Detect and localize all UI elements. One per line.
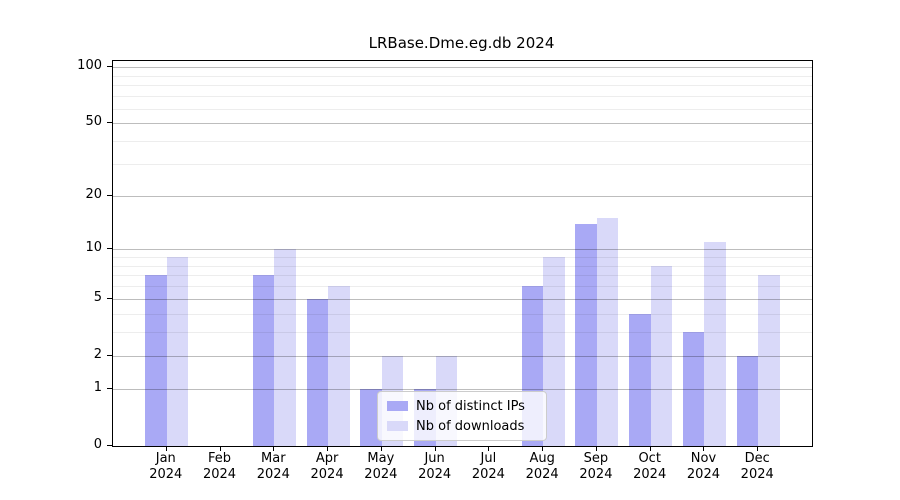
y-tick-mark [107, 297, 112, 299]
bar-jan-ips [145, 275, 167, 446]
x-tick-year: 2024 [471, 467, 505, 482]
y-tick-mark [107, 354, 112, 356]
y-tick-mark [107, 195, 112, 197]
x-tick-year: 2024 [525, 467, 559, 482]
plot-area [112, 60, 813, 447]
y-tick-mark [107, 122, 112, 124]
x-tick-label: Apr 2024 [295, 451, 359, 483]
x-tick-mark [703, 446, 705, 451]
bar-oct-ips [629, 313, 651, 446]
legend-entry: Nb of downloads [387, 418, 537, 434]
x-tick-month: Jun [424, 451, 445, 466]
bar-apr-downloads [328, 286, 350, 446]
bar-sep-downloads [596, 218, 619, 446]
legend-swatch [387, 421, 408, 431]
x-tick-label: May 2024 [349, 451, 413, 483]
x-tick-mark [649, 446, 651, 451]
x-tick-mark [757, 446, 759, 451]
bar-aug-downloads [543, 257, 565, 446]
x-tick-year: 2024 [579, 467, 613, 482]
x-tick-month: Sep [583, 451, 609, 466]
y-tick-label: 10 [85, 240, 102, 256]
x-tick-month: Apr [315, 451, 339, 466]
bar-sep-ips [575, 223, 597, 446]
x-tick-label: Aug 2024 [510, 451, 574, 483]
x-tick-label: Feb 2024 [188, 451, 252, 483]
x-tick-year: 2024 [310, 467, 344, 482]
bar-jan-downloads [166, 257, 189, 446]
x-tick-mark [273, 446, 275, 451]
x-tick-mark [219, 446, 221, 451]
y-tick-mark [107, 445, 112, 446]
y-tick-label: 1 [93, 380, 102, 396]
bar-mar-ips [252, 275, 275, 446]
bar-nov-downloads [704, 242, 726, 446]
chart-title: LRBase.Dme.eg.db 2024 [368, 34, 555, 52]
bar-mar-downloads [274, 249, 296, 446]
legend-label: Nb of downloads [416, 418, 525, 434]
x-tick-month: Aug [529, 451, 555, 466]
x-tick-label: Sep 2024 [564, 451, 628, 483]
x-tick-year: 2024 [418, 467, 452, 482]
x-tick-year: 2024 [686, 467, 720, 482]
y-tick-label: 100 [77, 58, 102, 74]
x-tick-year: 2024 [149, 467, 183, 482]
x-tick-label: Jul 2024 [456, 451, 520, 483]
bar-apr-ips [306, 298, 329, 446]
y-tick-mark [107, 66, 112, 68]
x-tick-label: Mar 2024 [241, 451, 305, 483]
legend-entry: Nb of distinct IPs [387, 398, 537, 414]
bar-nov-ips [682, 332, 705, 446]
x-tick-label: Jun 2024 [403, 451, 467, 483]
x-tick-year: 2024 [740, 467, 774, 482]
legend: Nb of distinct IPs Nb of downloads [377, 391, 547, 441]
y-tick-label: 50 [85, 114, 102, 130]
x-tick-year: 2024 [202, 467, 237, 482]
x-tick-month: Jul [480, 451, 497, 466]
bar-dec-downloads [758, 275, 780, 446]
x-tick-month: May [367, 451, 395, 466]
x-tick-mark [380, 446, 382, 451]
x-tick-mark [434, 446, 436, 451]
x-tick-month: Nov [690, 451, 717, 466]
x-tick-month: Mar [261, 451, 286, 466]
bar-dec-ips [736, 355, 759, 446]
x-tick-mark [165, 446, 167, 451]
x-tick-label: Oct 2024 [618, 451, 682, 483]
x-tick-year: 2024 [256, 467, 290, 482]
x-tick-mark [595, 446, 597, 451]
bar-may-ips [360, 389, 382, 446]
y-tick-label: 0 [93, 437, 102, 452]
x-tick-year: 2024 [633, 467, 667, 482]
y-tick-label: 2 [93, 346, 102, 362]
x-tick-month: Dec [744, 451, 770, 466]
y-tick-mark [107, 388, 112, 390]
x-tick-label: Nov 2024 [671, 451, 735, 483]
y-tick-label: 5 [93, 289, 102, 305]
x-tick-month: Feb [208, 451, 232, 466]
y-tick-mark [107, 248, 112, 250]
y-tick-label: 20 [85, 187, 102, 203]
x-tick-month: Jan [155, 451, 176, 466]
x-tick-year: 2024 [364, 467, 398, 482]
x-tick-mark [542, 446, 544, 451]
x-tick-label: Dec 2024 [725, 451, 789, 483]
bars-layer [113, 61, 812, 446]
x-tick-mark [488, 446, 490, 451]
x-tick-label: Jan 2024 [134, 451, 198, 483]
bar-oct-downloads [650, 265, 673, 446]
legend-label: Nb of distinct IPs [416, 398, 525, 414]
x-tick-mark [327, 446, 329, 451]
x-tick-month: Oct [638, 451, 661, 466]
legend-swatch [387, 401, 408, 411]
